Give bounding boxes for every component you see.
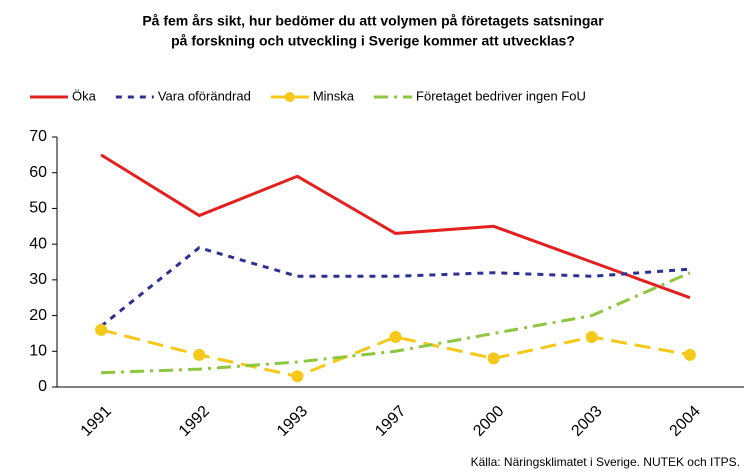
x-tick-label: 1997 — [372, 403, 409, 440]
y-tick-label: 40 — [29, 235, 47, 252]
y-tick-label: 50 — [29, 200, 47, 217]
source-note: Källa: Näringsklimatet i Sverige. NUTEK … — [471, 455, 740, 469]
series-marker — [95, 323, 108, 336]
y-tick-label: 70 — [29, 128, 47, 145]
chart-title: På fem års sikt, hur bedömer du att voly… — [142, 13, 604, 29]
series-marker — [389, 331, 402, 343]
legend-label: Minska — [313, 88, 355, 103]
x-tick-label: 2003 — [568, 403, 605, 440]
series-line — [101, 271, 691, 375]
x-tick-label: 2000 — [470, 403, 507, 440]
series-line — [100, 153, 691, 300]
legend-label: Företaget bedriver ingen FoU — [416, 88, 586, 103]
x-tick-label: 1991 — [78, 403, 115, 440]
series-marker — [683, 348, 696, 361]
series-marker — [585, 331, 598, 343]
series-marker — [193, 348, 206, 361]
x-tick-label: 2004 — [667, 403, 704, 440]
legend-marker — [284, 92, 295, 102]
y-tick-label: 60 — [29, 164, 47, 181]
series-marker — [487, 352, 500, 365]
y-tick-label: 0 — [38, 378, 47, 395]
chart-title: på forskning och utveckling i Sverige ko… — [171, 33, 575, 49]
y-tick-label: 20 — [29, 307, 47, 324]
y-tick-label: 30 — [29, 271, 47, 288]
legend-label: Vara oförändrad — [158, 88, 251, 103]
y-tick-label: 10 — [29, 343, 47, 360]
x-tick-label: 1993 — [274, 403, 311, 440]
x-tick-label: 1992 — [176, 403, 213, 440]
series-line — [100, 246, 691, 328]
series-marker — [291, 370, 304, 383]
legend-label: Öka — [72, 88, 97, 103]
